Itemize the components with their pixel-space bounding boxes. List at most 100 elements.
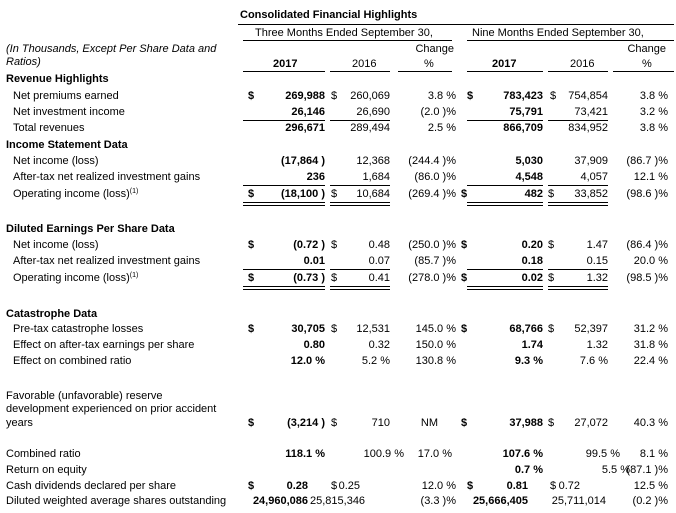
row-label: Total revenues [13, 122, 85, 134]
total-double-rule [467, 286, 543, 290]
subtotal-rule [467, 120, 543, 121]
header-rule-1 [243, 71, 325, 72]
change-n: 22.4 % [633, 355, 668, 367]
value-q2017: (0.73 ) [293, 272, 325, 284]
change-n: 20.0 % [633, 255, 668, 267]
value-n2017: 0.81 [506, 480, 528, 492]
change-q: 17.0 % [417, 448, 452, 460]
row-label: Net premiums earned [13, 90, 119, 102]
value-n2016: 0.15 [586, 255, 608, 267]
value-q2017: 0.80 [303, 339, 325, 351]
change-n: 3.8 % [639, 90, 668, 102]
value-n2017: 5,030 [515, 155, 543, 167]
subtotal-rule [548, 120, 608, 121]
change-q: (86.0 )% [414, 171, 456, 183]
change-q: 12.0 % [421, 480, 456, 492]
value-q2016: 1,684 [362, 171, 390, 183]
row-label: Favorable (unfavorable) reserve [6, 390, 163, 402]
row-label: Net investment income [13, 106, 125, 118]
value-n2016: 0.72 [558, 480, 580, 492]
subtotal-rule [330, 120, 390, 121]
total-double-rule [548, 202, 608, 206]
value-q2017: 26,146 [291, 106, 325, 118]
table-title: Consolidated Financial Highlights [240, 9, 418, 21]
row-label: Diluted weighted average shares outstand… [6, 495, 227, 507]
change-n: 8.1 % [639, 448, 668, 460]
row-label: Cash dividends declared per share [6, 480, 176, 492]
value-q2017: 12.0 % [290, 355, 325, 367]
header-rule-4 [467, 71, 543, 72]
row-label: Net income (loss) [13, 239, 99, 251]
value-n2017: 0.18 [521, 255, 543, 267]
total-double-rule [548, 286, 608, 290]
header-nine-months-rule [467, 40, 674, 41]
row-label: Effect on after-tax earnings per share [13, 339, 195, 351]
value-n2017: 75,791 [509, 106, 543, 118]
dollar-sign: $ [548, 323, 555, 335]
value-n2017: 1.74 [521, 339, 543, 351]
header-three-months-rule [243, 40, 452, 41]
value-n2016: 1.32 [586, 339, 608, 351]
value-n2016: 37,909 [574, 155, 608, 167]
footnote-marker: (1) [129, 272, 139, 279]
value-n2017: 0.02 [521, 272, 543, 284]
subtotal-rule [548, 185, 608, 186]
change-q: (2.0 )% [420, 106, 456, 118]
value-n2017: 25,666,405 [472, 495, 528, 507]
row-label: After-tax net realized investment gains [13, 171, 201, 183]
dollar-sign: $ [548, 417, 555, 429]
dollar-sign: $ [461, 272, 468, 284]
header-rule-6 [613, 71, 674, 72]
change-n: (98.5 )% [626, 272, 668, 284]
total-double-rule [243, 286, 325, 290]
value-n2017: 4,548 [515, 171, 543, 183]
header-pct-n: % [642, 58, 652, 70]
dollar-sign: $ [548, 239, 555, 251]
value-n2016: 73,421 [574, 106, 608, 118]
value-q2016: 25,815,346 [310, 495, 366, 507]
change-n: 12.1 % [633, 171, 668, 183]
change-n: 3.2 % [639, 106, 668, 118]
value-n2016: 4,057 [580, 171, 608, 183]
dollar-sign: $ [248, 239, 255, 251]
change-n: (0.2 )% [632, 495, 668, 507]
row-label-text: Operating income (loss) [13, 188, 130, 200]
row-label: Effect on combined ratio [13, 355, 132, 367]
header-rule-5 [548, 71, 608, 72]
dollar-sign: $ [331, 90, 338, 102]
value-q2016: 0.25 [338, 480, 360, 492]
value-q2017: 24,960,086 [252, 495, 308, 507]
value-n2016: 52,397 [574, 323, 608, 335]
subtotal-rule [243, 269, 325, 270]
dollar-sign: $ [461, 239, 468, 251]
dollar-sign: $ [461, 417, 468, 429]
value-n2016: 754,854 [568, 90, 608, 102]
change-q: NM [420, 417, 438, 429]
section-income: Income Statement Data [6, 139, 128, 151]
change-q: (269.4 )% [408, 188, 456, 200]
value-q2016: 0.48 [368, 239, 390, 251]
value-q2017: (17,864 ) [280, 155, 325, 167]
row-label: Return on equity [6, 464, 87, 476]
change-n: (87.1 )% [626, 464, 668, 476]
section-revenue: Revenue Highlights [6, 73, 109, 85]
header-2016-n: 2016 [570, 58, 595, 70]
value-q2016: 10,684 [356, 188, 390, 200]
change-q: 2.5 % [427, 122, 456, 134]
header-2017-q: 2017 [273, 58, 298, 70]
value-q2016: 26,690 [356, 106, 390, 118]
dollar-sign: $ [331, 417, 338, 429]
value-n2016: 5.5 % [601, 464, 630, 476]
dollar-sign: $ [548, 188, 555, 200]
value-n2017: 107.6 % [502, 448, 543, 460]
change-n: 40.3 % [633, 417, 668, 429]
dollar-sign: $ [331, 323, 338, 335]
value-n2016: 27,072 [574, 417, 608, 429]
dollar-sign: $ [467, 480, 474, 492]
value-q2017: (3,214 ) [287, 417, 325, 429]
total-double-rule [330, 202, 390, 206]
footnote-marker: (1) [129, 188, 139, 195]
value-n2017: 482 [524, 188, 543, 200]
subtotal-rule [243, 120, 325, 121]
change-n: (86.7 )% [626, 155, 668, 167]
